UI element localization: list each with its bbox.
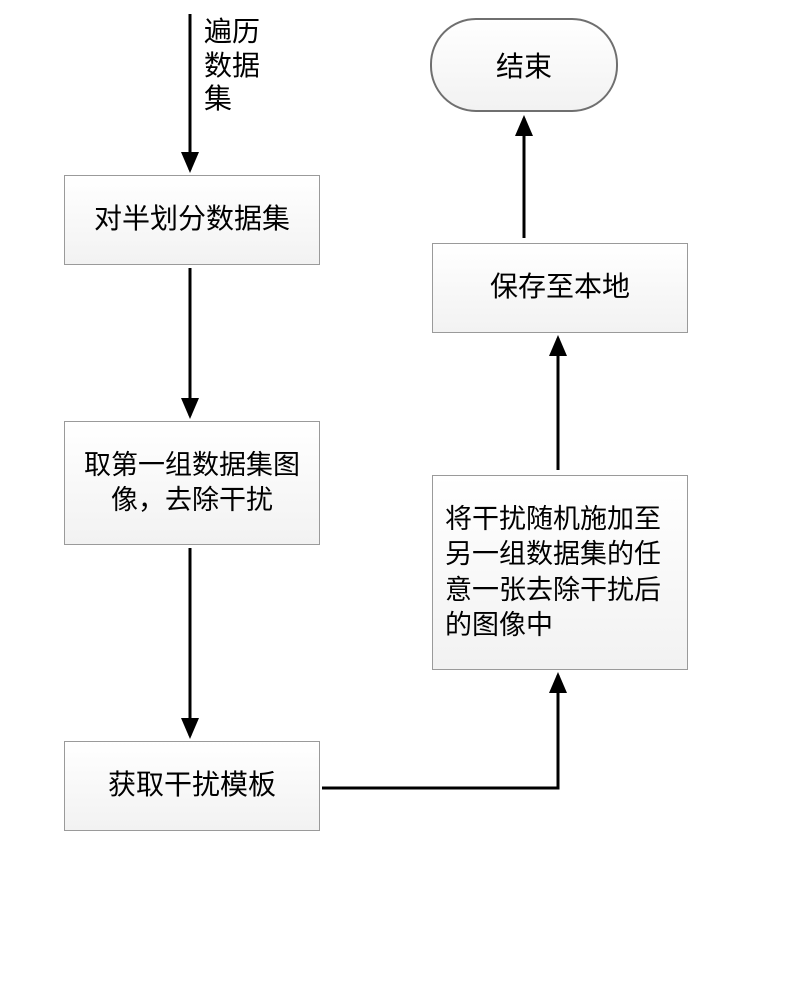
node-apply-interference: 将干扰随机施加至另一组数据集的任意一张去除干扰后的图像中 (432, 475, 688, 670)
node-apply-label: 将干扰随机施加至另一组数据集的任意一张去除干扰后的图像中 (445, 502, 675, 642)
edge-label-traverse: 遍历数据集 (204, 16, 294, 117)
node-split-dataset: 对半划分数据集 (64, 175, 320, 265)
node-first-group: 取第一组数据集图像，去除干扰 (64, 421, 320, 545)
node-split-label: 对半划分数据集 (94, 202, 290, 238)
node-get-template: 获取干扰模板 (64, 741, 320, 831)
terminal-end-label: 结束 (496, 45, 552, 85)
node-save-local: 保存至本地 (432, 243, 688, 333)
terminal-end: 结束 (430, 18, 618, 112)
node-first-group-label: 取第一组数据集图像，去除干扰 (75, 448, 309, 518)
node-save-label: 保存至本地 (490, 270, 630, 306)
flowchart-canvas: 结束 对半划分数据集 取第一组数据集图像，去除干扰 保存至本地 将干扰随机施加至… (0, 0, 791, 1000)
node-get-template-label: 获取干扰模板 (108, 768, 276, 804)
